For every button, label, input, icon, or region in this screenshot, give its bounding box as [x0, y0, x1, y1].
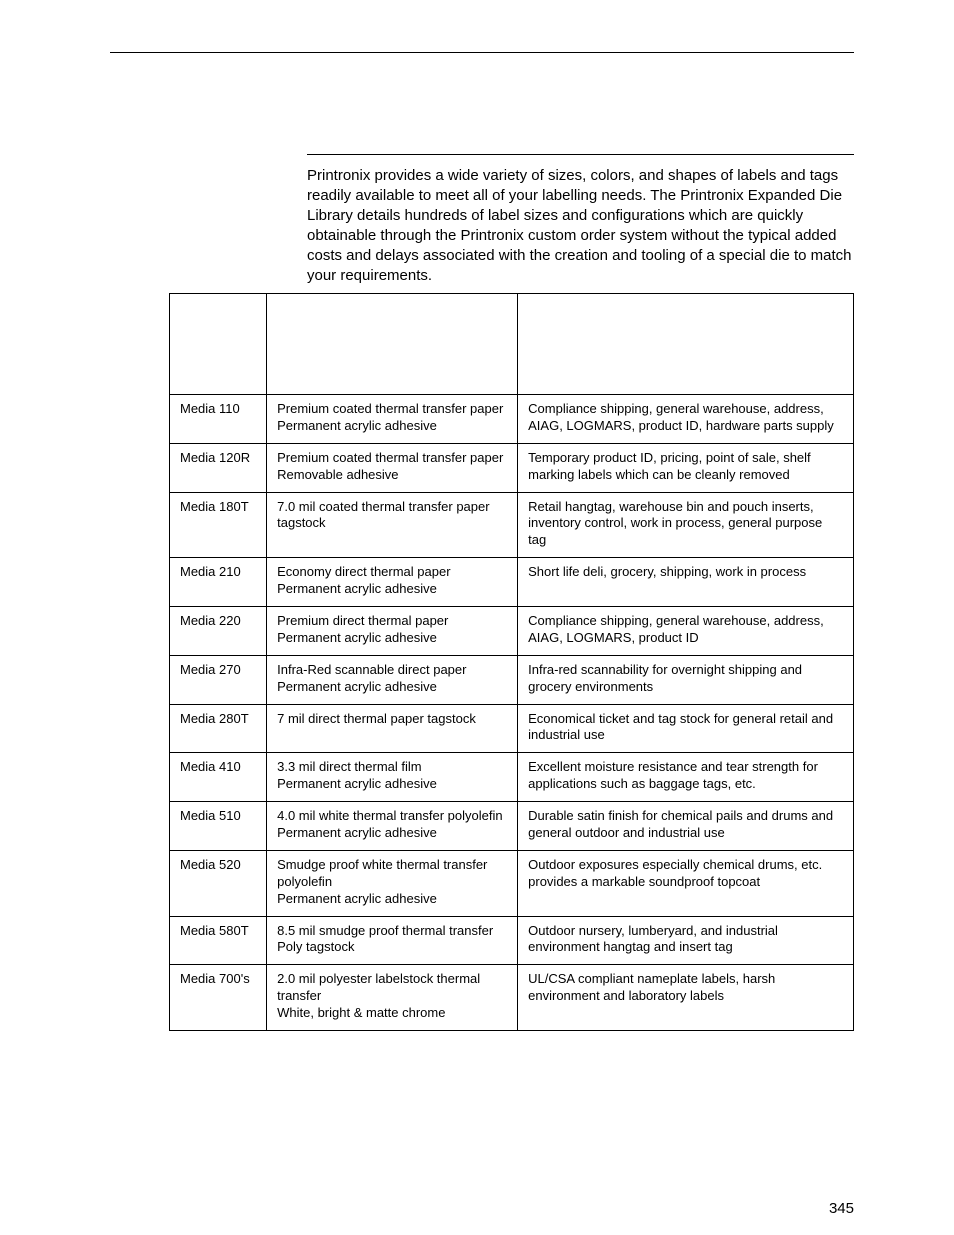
cell-media: Media 520 [170, 850, 267, 916]
table-row: Media 700's 2.0 mil polyester labelstock … [170, 965, 854, 1031]
applications-line: Outdoor nursery, lumberyard, and industr… [528, 923, 843, 957]
table-row: Media 580T8.5 mil smudge proof thermal t… [170, 916, 854, 965]
applications-line: Temporary product ID, pricing, point of … [528, 450, 843, 484]
cell-media: Media 700's [170, 965, 267, 1031]
cell-media: Media 280T [170, 704, 267, 753]
cell-media: Media 120R [170, 443, 267, 492]
description-line: 2.0 mil polyester labelstock thermal tra… [277, 971, 507, 1005]
cell-applications: Short life deli, grocery, shipping, work… [518, 558, 854, 607]
cell-applications: Economical ticket and tag stock for gene… [518, 704, 854, 753]
description-line: Permanent acrylic adhesive [277, 418, 507, 435]
cell-description: Premium coated thermal transfer paperPer… [267, 395, 518, 444]
table-row: Media 280T 7 mil direct thermal paper tag… [170, 704, 854, 753]
description-line: Permanent acrylic adhesive [277, 776, 507, 793]
table-row: Media 180T 7.0 mil coated thermal transfe… [170, 492, 854, 558]
cell-applications: Compliance shipping, general warehouse, … [518, 395, 854, 444]
col-header-description [267, 294, 518, 395]
cell-description: Smudge proof white thermal transfer poly… [267, 850, 518, 916]
cell-applications: Compliance shipping, general warehouse, … [518, 607, 854, 656]
description-line: 8.5 mil smudge proof thermal transfer [277, 923, 507, 940]
cell-media: Media 580T [170, 916, 267, 965]
description-line: 4.0 mil white thermal transfer polyolefi… [277, 808, 507, 825]
cell-applications: Durable satin finish for chemical pails … [518, 802, 854, 851]
cell-description: 7 mil direct thermal paper tagstock [267, 704, 518, 753]
description-line: 3.3 mil direct thermal film [277, 759, 507, 776]
cell-applications: Infra-red scannability for overnight shi… [518, 655, 854, 704]
applications-line: Short life deli, grocery, shipping, work… [528, 564, 843, 581]
media-table: Media 110Premium coated thermal transfer… [169, 293, 854, 1031]
cell-description: Economy direct thermal paperPermanent ac… [267, 558, 518, 607]
cell-applications: Outdoor exposures especially chemical dr… [518, 850, 854, 916]
description-line: Premium coated thermal transfer paper [277, 450, 507, 467]
description-line: 7.0 mil coated thermal transfer paper ta… [277, 499, 507, 533]
table-row: Media 510 4.0 mil white thermal transfer … [170, 802, 854, 851]
description-line: Permanent acrylic adhesive [277, 679, 507, 696]
table-row: Media 270Infra-Red scannable direct pape… [170, 655, 854, 704]
description-line: Economy direct thermal paper [277, 564, 507, 581]
description-line: Permanent acrylic adhesive [277, 581, 507, 598]
cell-media: Media 110 [170, 395, 267, 444]
table-row: Media 210Economy direct thermal paperPer… [170, 558, 854, 607]
cell-media: Media 410 [170, 753, 267, 802]
applications-line: UL/CSA compliant nameplate labels, harsh… [528, 971, 843, 1005]
media-table-wrap: Media 110Premium coated thermal transfer… [169, 293, 854, 1031]
cell-description: Premium direct thermal paperPermanent ac… [267, 607, 518, 656]
applications-line: Compliance shipping, general warehouse, … [528, 613, 843, 647]
description-line: Premium direct thermal paper [277, 613, 507, 630]
cell-applications: Retail hangtag, warehouse bin and pouch … [518, 492, 854, 558]
section-rule [307, 154, 854, 155]
cell-description: 4.0 mil white thermal transfer polyolefi… [267, 802, 518, 851]
cell-applications: UL/CSA compliant nameplate labels, harsh… [518, 965, 854, 1031]
applications-line: Compliance shipping, general warehouse, … [528, 401, 843, 435]
applications-line: Infra-red scannability for overnight shi… [528, 662, 843, 696]
intro-paragraph: Printronix provides a wide variety of si… [307, 166, 854, 286]
description-line: Permanent acrylic adhesive [277, 891, 507, 908]
cell-description: 3.3 mil direct thermal filmPermanent acr… [267, 753, 518, 802]
cell-media: Media 180T [170, 492, 267, 558]
col-header-media [170, 294, 267, 395]
description-line: 7 mil direct thermal paper tagstock [277, 711, 507, 728]
cell-applications: Temporary product ID, pricing, point of … [518, 443, 854, 492]
description-line: Premium coated thermal transfer paper [277, 401, 507, 418]
col-header-applications [518, 294, 854, 395]
table-head [170, 294, 854, 395]
cell-description: Infra-Red scannable direct paperPermanen… [267, 655, 518, 704]
cell-applications: Outdoor nursery, lumberyard, and industr… [518, 916, 854, 965]
table-row: Media 220Premium direct thermal paperPer… [170, 607, 854, 656]
description-line: White, bright & matte chrome [277, 1005, 507, 1022]
table-row: Media 4103.3 mil direct thermal filmPerm… [170, 753, 854, 802]
cell-description: 2.0 mil polyester labelstock thermal tra… [267, 965, 518, 1031]
description-line: Permanent acrylic adhesive [277, 825, 507, 842]
description-line: Removable adhesive [277, 467, 507, 484]
cell-applications: Excellent moisture resistance and tear s… [518, 753, 854, 802]
cell-description: 7.0 mil coated thermal transfer paper ta… [267, 492, 518, 558]
description-line: Permanent acrylic adhesive [277, 630, 507, 647]
document-page: Printronix provides a wide variety of si… [0, 0, 954, 1235]
applications-line: Excellent moisture resistance and tear s… [528, 759, 843, 793]
table-row: Media 520 Smudge proof white thermal tran… [170, 850, 854, 916]
table-body: Media 110Premium coated thermal transfer… [170, 395, 854, 1031]
cell-media: Media 270 [170, 655, 267, 704]
description-line: Infra-Red scannable direct paper [277, 662, 507, 679]
applications-line: Durable satin finish for chemical pails … [528, 808, 843, 842]
cell-description: 8.5 mil smudge proof thermal transferPol… [267, 916, 518, 965]
cell-description: Premium coated thermal transfer paperRem… [267, 443, 518, 492]
applications-line: Retail hangtag, warehouse bin and pouch … [528, 499, 843, 550]
page-number: 345 [829, 1200, 854, 1217]
table-row: Media 110Premium coated thermal transfer… [170, 395, 854, 444]
applications-line: Economical ticket and tag stock for gene… [528, 711, 843, 745]
description-line: Smudge proof white thermal transfer poly… [277, 857, 507, 891]
description-line: Poly tagstock [277, 939, 507, 956]
cell-media: Media 210 [170, 558, 267, 607]
table-row: Media 120RPremium coated thermal transfe… [170, 443, 854, 492]
cell-media: Media 220 [170, 607, 267, 656]
applications-line: Outdoor exposures especially chemical dr… [528, 857, 843, 891]
header-rule [110, 52, 854, 53]
cell-media: Media 510 [170, 802, 267, 851]
